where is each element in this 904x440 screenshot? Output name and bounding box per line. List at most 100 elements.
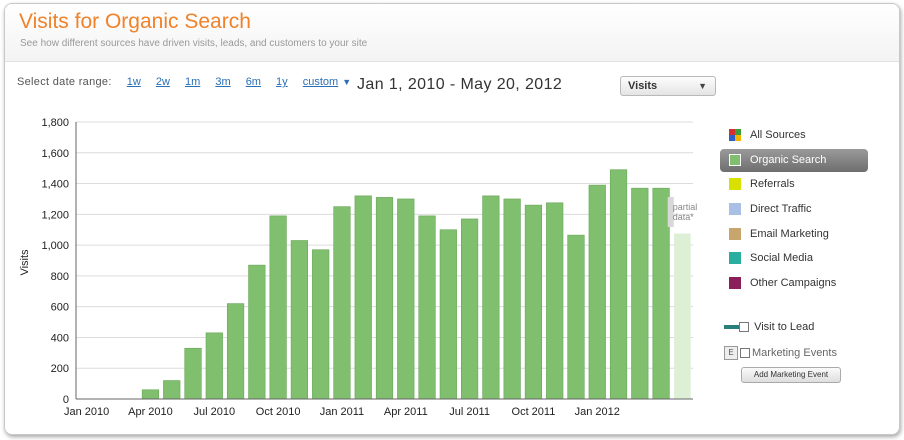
legend-label: Email Marketing [750, 227, 829, 240]
bar [524, 204, 543, 400]
legend-label: Direct Traffic [750, 203, 812, 216]
legend-label: Referrals [750, 178, 795, 191]
y-tick-label: 1,800 [41, 117, 69, 129]
y-tick-label: 200 [51, 363, 69, 375]
legend-label: Other Campaigns [750, 277, 837, 290]
visit-to-lead-checkbox[interactable] [739, 322, 749, 333]
legend-item-organic-search[interactable]: Organic Search [720, 148, 868, 172]
bar [269, 215, 287, 400]
legend-label: Social Media [750, 252, 813, 265]
y-tick-label: 400 [51, 332, 69, 344]
x-tick-label: Jan 2011 [320, 406, 364, 418]
other-campaigns-swatch [729, 277, 741, 290]
x-tick-label: Apr 2011 [384, 406, 428, 418]
all-sources-icon-q4 [735, 135, 741, 141]
marketing-events-label: Marketing Events [752, 346, 837, 359]
bar [397, 198, 415, 400]
visit-to-lead-label: Visit to Lead [754, 321, 815, 333]
bar [290, 240, 308, 400]
bar [588, 184, 606, 400]
all-sources-icon [729, 129, 741, 141]
range-3m-link[interactable]: 3m [215, 76, 231, 88]
bar [312, 249, 330, 400]
all-sources-icon-q1 [729, 129, 735, 135]
chevron-down-icon: ▼ [698, 81, 707, 91]
bar [631, 187, 649, 400]
metric-select[interactable]: Visits ▼ [620, 76, 716, 96]
bar [205, 332, 223, 400]
legend-item-other-campaigns[interactable]: Other Campaigns [720, 272, 868, 295]
email-marketing-swatch [729, 227, 741, 240]
x-tick-label: Jul 2011 [449, 406, 490, 418]
marketing-events-option: E Marketing Events [724, 346, 837, 360]
date-range-label: Select date range: [17, 76, 112, 88]
organic-search-swatch [729, 153, 741, 166]
bar [652, 187, 670, 400]
range-2w-link[interactable]: 2w [155, 76, 170, 88]
date-range-selector: Select date range: 1w 2w 1m 3m 6m 1y cus… [17, 76, 351, 94]
source-legend: All Sources Organic Search Referrals Dir… [720, 124, 868, 297]
x-tick-label: Jan 2012 [575, 406, 620, 418]
y-tick-label: 1,200 [41, 209, 69, 221]
legend-item-all-sources[interactable]: All Sources [720, 124, 868, 147]
legend-label: Organic Search [750, 153, 827, 166]
visit-to-lead-option: Visit to Lead [724, 321, 814, 333]
bar [567, 234, 585, 400]
bar [248, 264, 266, 400]
bar [375, 197, 394, 400]
visit-to-lead-line-icon [724, 325, 739, 330]
bar [461, 218, 479, 400]
bar [184, 347, 202, 400]
bar [503, 198, 521, 400]
bar [609, 169, 628, 400]
x-tick-label: Oct 2011 [512, 406, 556, 418]
bar [333, 206, 351, 400]
bar [226, 303, 245, 400]
legend-item-direct-traffic[interactable]: Direct Traffic [720, 198, 868, 221]
partial-data-marker [667, 197, 674, 227]
y-tick-label: 600 [51, 302, 69, 314]
y-axis-label: Visits [19, 249, 31, 276]
range-6m-link[interactable]: 6m [245, 76, 261, 88]
y-tick-label: 1,000 [41, 240, 69, 252]
legend-item-email-marketing[interactable]: Email Marketing [720, 223, 868, 246]
legend-item-referrals[interactable]: Referrals [720, 173, 868, 196]
range-1m-link[interactable]: 1m [185, 76, 201, 88]
partial-data-label: partial [673, 202, 698, 212]
bar [418, 215, 436, 400]
all-sources-icon-q2 [735, 129, 741, 135]
x-tick-label: Jan 2010 [64, 406, 109, 418]
current-date-range: Jan 1, 2010 - May 20, 2012 [357, 76, 563, 93]
y-tick-label: 1,400 [41, 179, 69, 191]
x-tick-label: Oct 2010 [256, 406, 301, 418]
bar [439, 229, 457, 400]
bar [141, 389, 160, 400]
range-1w-link[interactable]: 1w [126, 76, 141, 88]
legend-label: All Sources [750, 129, 806, 141]
all-sources-icon-q3 [729, 135, 735, 141]
bar [354, 195, 372, 400]
legend-item-social-media[interactable]: Social Media [720, 247, 868, 270]
page-title: Visits for Organic Search [19, 10, 251, 33]
y-tick-label: 1,600 [41, 148, 69, 160]
report-header: Visits for Organic Search See how differ… [5, 4, 899, 62]
x-tick-label: Apr 2010 [128, 406, 173, 418]
metric-select-value: Visits [628, 80, 658, 92]
bar [546, 202, 564, 400]
marketing-events-checkbox[interactable] [740, 348, 750, 358]
custom-dropdown-icon[interactable]: ▼ [342, 77, 352, 87]
x-tick-label: Jul 2010 [193, 406, 235, 418]
marketing-event-icon: E [724, 346, 738, 360]
y-tick-label: 0 [63, 394, 69, 406]
range-1y-link[interactable]: 1y [276, 76, 288, 88]
page-subtitle: See how different sources have driven vi… [20, 38, 368, 49]
social-media-swatch [729, 252, 741, 265]
add-marketing-event-button[interactable]: Add Marketing Event [741, 367, 841, 383]
range-custom-link[interactable]: custom [302, 76, 339, 88]
y-tick-label: 800 [51, 271, 69, 283]
partial-data-label: data* [673, 212, 695, 222]
partial-data-bar [674, 233, 691, 399]
bar [163, 380, 181, 400]
bar [482, 195, 500, 400]
